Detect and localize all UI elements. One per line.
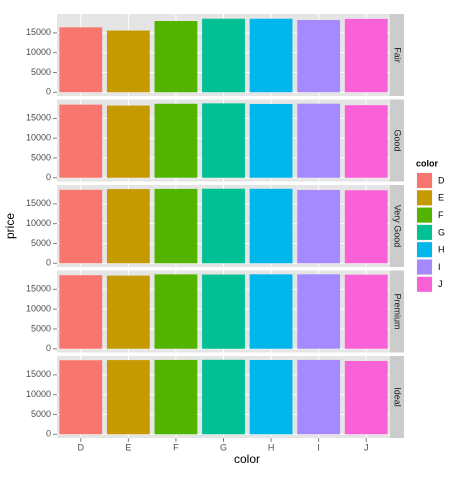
y-tick-label: 10000	[26, 218, 51, 228]
legend-label: D	[438, 175, 445, 185]
legend-title: color	[416, 158, 439, 168]
y-tick-label: 0	[46, 172, 51, 182]
y-tick-label: 10000	[26, 47, 51, 57]
strip-label: Fair	[393, 47, 403, 63]
bar	[202, 359, 245, 435]
bar	[154, 103, 198, 178]
y-tick-label: 5000	[31, 238, 51, 248]
bar	[106, 189, 150, 264]
x-tick-label: E	[125, 442, 131, 452]
bar	[59, 275, 103, 349]
bar	[249, 359, 293, 435]
strip-label: Ideal	[393, 387, 403, 407]
bar	[297, 190, 341, 264]
x-tick-label: D	[78, 442, 85, 452]
y-tick-label: 15000	[26, 113, 51, 123]
legend-key	[417, 224, 432, 240]
strip-label: Good	[393, 129, 403, 151]
strip-background	[390, 14, 404, 96]
legend-key	[417, 173, 432, 188]
x-tick-label: G	[220, 442, 227, 452]
bar	[344, 360, 388, 435]
y-axis-title: price	[3, 213, 17, 239]
strip-label: Premium	[393, 293, 403, 329]
bar	[154, 21, 198, 93]
strip-background	[390, 99, 404, 182]
bar	[344, 18, 388, 93]
bar	[106, 360, 150, 435]
bar	[344, 105, 388, 178]
y-tick-label: 0	[46, 343, 51, 353]
y-tick-label: 0	[46, 429, 51, 439]
bar	[297, 103, 341, 178]
bar	[59, 189, 103, 264]
x-tick-label: I	[317, 442, 320, 452]
y-tick-label: 15000	[26, 27, 51, 37]
bar	[202, 188, 245, 264]
legend-label: H	[438, 245, 445, 255]
strip-background	[390, 356, 404, 438]
legend-key	[417, 190, 432, 206]
x-tick-label: J	[364, 442, 369, 452]
bar	[249, 188, 293, 264]
legend-key	[417, 242, 432, 258]
y-tick-label: 5000	[31, 409, 51, 419]
x-tick-label: H	[268, 442, 275, 452]
legend-label: E	[438, 193, 444, 203]
bar	[297, 359, 341, 435]
bar	[59, 360, 103, 435]
y-tick-label: 10000	[26, 133, 51, 143]
bar	[249, 18, 293, 93]
legend-key	[417, 276, 432, 292]
y-tick-label: 5000	[31, 67, 51, 77]
legend-label: F	[438, 210, 444, 220]
bar	[154, 274, 198, 349]
legend-key	[417, 207, 432, 223]
x-axis-title: color	[234, 452, 260, 466]
legend-label: J	[438, 279, 443, 289]
bar	[249, 103, 293, 178]
y-tick-label: 15000	[26, 284, 51, 294]
bar	[106, 275, 150, 349]
strip-label: Very Good	[393, 205, 403, 248]
x-tick-label: F	[173, 442, 179, 452]
bar	[297, 274, 341, 349]
y-tick-label: 15000	[26, 198, 51, 208]
bar	[106, 30, 150, 93]
bar	[202, 103, 245, 178]
y-tick-label: 10000	[26, 304, 51, 314]
legend-label: I	[438, 262, 441, 272]
bar	[344, 190, 388, 264]
bar	[154, 359, 198, 435]
legend-key	[417, 259, 432, 275]
strip-background	[390, 185, 404, 267]
legend-label: G	[438, 227, 445, 237]
y-tick-label: 15000	[26, 369, 51, 379]
bar	[297, 20, 341, 93]
bar	[202, 274, 245, 349]
bar	[249, 274, 293, 349]
strip-background	[390, 270, 404, 353]
bar	[202, 18, 245, 93]
bar	[59, 104, 103, 178]
y-tick-label: 0	[46, 258, 51, 268]
bar	[59, 27, 103, 93]
bar	[154, 188, 198, 264]
y-tick-label: 5000	[31, 323, 51, 333]
y-tick-label: 10000	[26, 389, 51, 399]
bar	[106, 105, 150, 178]
y-tick-label: 0	[46, 87, 51, 97]
bar	[344, 274, 388, 349]
y-tick-label: 5000	[31, 152, 51, 162]
